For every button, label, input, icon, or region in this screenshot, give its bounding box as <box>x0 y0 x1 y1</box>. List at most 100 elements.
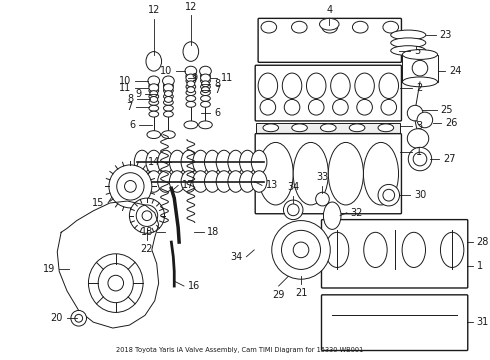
Ellipse shape <box>164 99 173 105</box>
Ellipse shape <box>198 121 212 129</box>
Text: 15: 15 <box>92 198 104 208</box>
Ellipse shape <box>193 171 208 192</box>
Ellipse shape <box>391 30 426 40</box>
Ellipse shape <box>322 21 338 33</box>
Ellipse shape <box>98 264 133 303</box>
Ellipse shape <box>308 99 324 115</box>
Ellipse shape <box>201 87 209 93</box>
Text: 11: 11 <box>119 83 131 93</box>
Ellipse shape <box>441 232 464 267</box>
Ellipse shape <box>331 73 350 99</box>
Ellipse shape <box>263 124 279 132</box>
Ellipse shape <box>260 99 276 115</box>
Text: 8: 8 <box>127 94 133 104</box>
Ellipse shape <box>200 74 210 82</box>
Text: 12: 12 <box>147 5 160 15</box>
Ellipse shape <box>146 150 162 174</box>
Text: 30: 30 <box>414 190 426 200</box>
Ellipse shape <box>149 88 159 94</box>
Ellipse shape <box>149 99 159 105</box>
Ellipse shape <box>109 165 152 208</box>
Ellipse shape <box>316 192 329 206</box>
Ellipse shape <box>319 18 339 30</box>
Ellipse shape <box>383 189 394 201</box>
Ellipse shape <box>201 81 209 87</box>
Text: 1: 1 <box>477 261 483 271</box>
Bar <box>256 123 400 133</box>
Ellipse shape <box>293 242 309 258</box>
Ellipse shape <box>391 46 426 55</box>
Ellipse shape <box>187 87 195 93</box>
Text: 28: 28 <box>477 237 489 247</box>
Ellipse shape <box>150 91 158 96</box>
Ellipse shape <box>149 105 159 111</box>
Ellipse shape <box>292 21 307 33</box>
FancyBboxPatch shape <box>255 65 401 121</box>
Text: 11: 11 <box>221 73 233 83</box>
Ellipse shape <box>352 21 368 33</box>
Text: 5: 5 <box>414 46 420 55</box>
Ellipse shape <box>407 129 429 148</box>
Ellipse shape <box>164 94 173 99</box>
Ellipse shape <box>200 95 210 102</box>
Ellipse shape <box>149 111 159 117</box>
Ellipse shape <box>142 211 152 221</box>
Ellipse shape <box>413 152 427 166</box>
Ellipse shape <box>379 73 398 99</box>
Text: 12: 12 <box>185 1 197 12</box>
Ellipse shape <box>117 173 144 200</box>
Text: 17: 17 <box>182 180 195 190</box>
Ellipse shape <box>164 88 173 94</box>
Text: 3: 3 <box>416 121 422 131</box>
Ellipse shape <box>71 310 87 326</box>
Text: 9: 9 <box>192 73 198 83</box>
Ellipse shape <box>357 99 372 115</box>
Ellipse shape <box>325 232 349 267</box>
Ellipse shape <box>364 143 398 205</box>
Ellipse shape <box>407 105 423 121</box>
Text: 18: 18 <box>141 227 153 237</box>
FancyBboxPatch shape <box>258 18 401 62</box>
Ellipse shape <box>282 230 320 269</box>
Ellipse shape <box>181 150 196 174</box>
Ellipse shape <box>165 96 172 102</box>
Ellipse shape <box>402 77 438 87</box>
Ellipse shape <box>240 150 255 174</box>
Text: 7: 7 <box>126 102 132 112</box>
Text: 24: 24 <box>449 66 462 76</box>
Ellipse shape <box>282 73 302 99</box>
Ellipse shape <box>251 150 267 174</box>
Ellipse shape <box>158 150 173 174</box>
Ellipse shape <box>381 99 396 115</box>
Text: 29: 29 <box>272 290 285 300</box>
Text: 25: 25 <box>441 105 453 115</box>
Ellipse shape <box>306 73 326 99</box>
Text: 23: 23 <box>440 30 452 40</box>
Ellipse shape <box>186 90 196 95</box>
Ellipse shape <box>200 72 210 80</box>
Ellipse shape <box>150 96 158 102</box>
Ellipse shape <box>187 81 195 87</box>
Text: 32: 32 <box>351 208 363 218</box>
Ellipse shape <box>186 102 196 107</box>
Ellipse shape <box>186 78 196 84</box>
Ellipse shape <box>408 147 432 171</box>
Ellipse shape <box>272 221 330 279</box>
Text: 20: 20 <box>51 313 63 323</box>
Ellipse shape <box>146 171 162 192</box>
Ellipse shape <box>183 42 198 61</box>
Ellipse shape <box>185 66 196 76</box>
Ellipse shape <box>75 314 83 322</box>
Ellipse shape <box>293 143 328 205</box>
Text: 10: 10 <box>119 76 131 86</box>
Ellipse shape <box>186 72 196 80</box>
Text: 33: 33 <box>317 172 329 183</box>
Ellipse shape <box>170 171 185 192</box>
Text: 34: 34 <box>287 182 299 192</box>
Ellipse shape <box>216 150 232 174</box>
Ellipse shape <box>258 73 278 99</box>
Ellipse shape <box>402 232 425 267</box>
Ellipse shape <box>184 121 197 129</box>
Ellipse shape <box>378 124 393 132</box>
Text: 10: 10 <box>160 66 172 76</box>
